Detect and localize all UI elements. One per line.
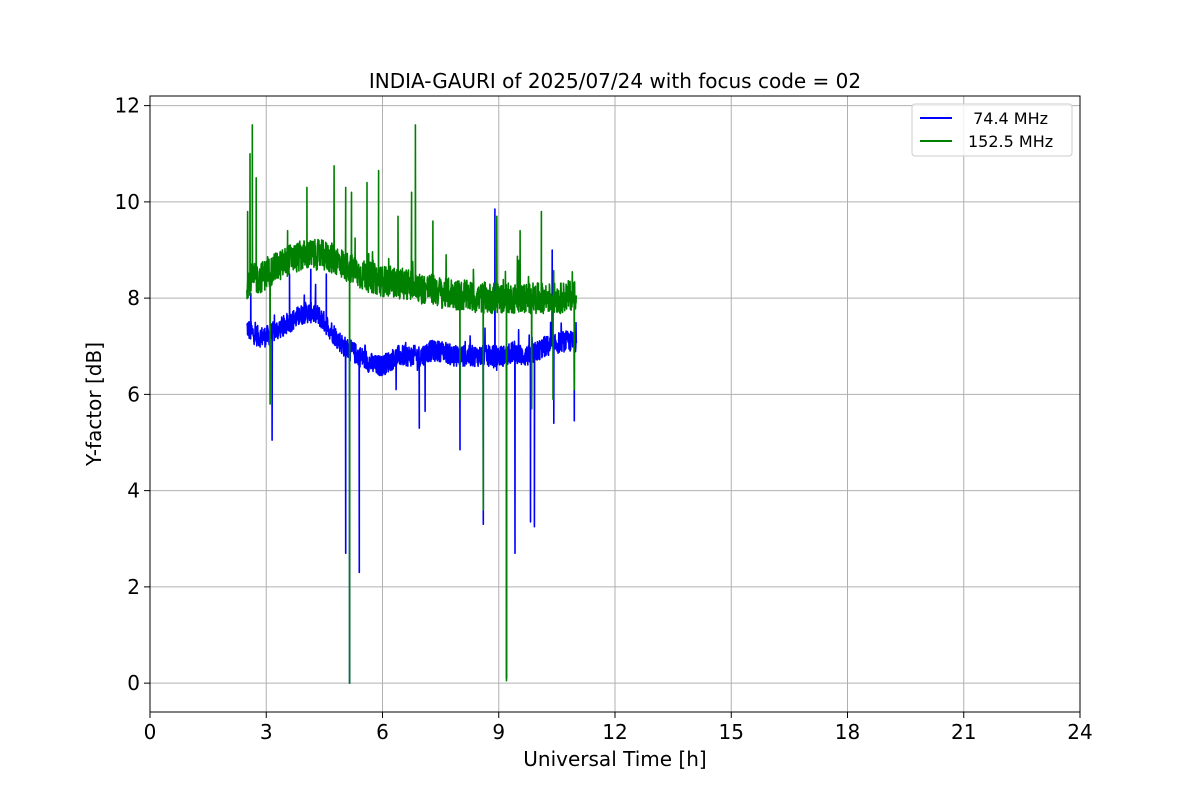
series-line-1 bbox=[246, 124, 578, 684]
series-area bbox=[246, 124, 578, 684]
x-tick-label: 18 bbox=[835, 720, 860, 744]
x-tick-label: 24 bbox=[1067, 720, 1092, 744]
x-axis-label: Universal Time [h] bbox=[523, 747, 706, 771]
x-tick-label: 9 bbox=[492, 720, 505, 744]
legend-label-152mhz: 152.5 MHz bbox=[968, 132, 1053, 151]
x-tick-label: 3 bbox=[260, 720, 273, 744]
series-line-0 bbox=[246, 208, 578, 684]
y-tick-label: 0 bbox=[127, 671, 140, 695]
y-tick-label: 10 bbox=[115, 190, 140, 214]
y-tick-label: 8 bbox=[127, 286, 140, 310]
x-tick-label: 12 bbox=[602, 720, 627, 744]
y-tick-label: 12 bbox=[115, 94, 140, 118]
x-tick-label: 15 bbox=[719, 720, 744, 744]
y-tick-label: 6 bbox=[127, 382, 140, 406]
y-axis-label: Y-factor [dB] bbox=[82, 342, 106, 467]
x-tick-label: 21 bbox=[951, 720, 976, 744]
x-tick-label: 0 bbox=[144, 720, 157, 744]
y-tick-label: 4 bbox=[127, 479, 140, 503]
chart-title: INDIA-GAURI of 2025/07/24 with focus cod… bbox=[369, 69, 861, 93]
legend-label-74mhz: 74.4 MHz bbox=[968, 109, 1048, 128]
y-tick-label: 2 bbox=[127, 575, 140, 599]
x-tick-label: 6 bbox=[376, 720, 389, 744]
legend: 74.4 MHz 152.5 MHz bbox=[911, 103, 1073, 157]
